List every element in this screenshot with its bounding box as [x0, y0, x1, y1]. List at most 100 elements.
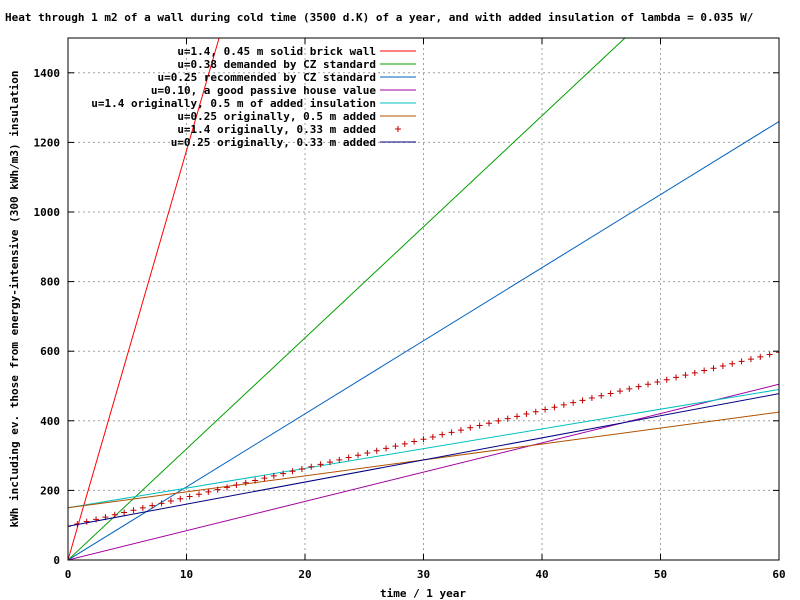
series-7-point — [645, 381, 652, 388]
y-tick-label: 1000 — [34, 206, 61, 219]
legend-label: u=1.4, 0.45 m solid brick wall — [177, 45, 376, 58]
y-tick-label: 400 — [40, 415, 60, 428]
series-7-point — [336, 456, 343, 463]
series-7-point — [326, 459, 333, 466]
legend-label: u=0.10, a good passive house value — [151, 84, 377, 97]
series-7-point — [270, 472, 277, 479]
series-5-line — [68, 388, 779, 509]
series-7-point — [345, 454, 352, 461]
series-1-line — [68, 38, 220, 560]
series-7-point — [747, 356, 754, 363]
series-7-point — [392, 443, 399, 450]
series-3-line — [68, 121, 779, 560]
legend-swatch — [395, 126, 401, 132]
x-tick-label: 20 — [298, 568, 311, 581]
series-7-point — [738, 358, 745, 365]
series-7-point — [364, 449, 371, 456]
y-axis-label: kWh including ev. those from energy-inte… — [8, 71, 21, 528]
plot-area — [68, 38, 779, 560]
series-7-point — [280, 470, 287, 477]
series-7-point — [83, 518, 90, 525]
series-7-point — [411, 438, 418, 445]
series-7-point — [523, 411, 530, 418]
series-7-point — [298, 466, 305, 473]
series-7-point — [560, 401, 567, 408]
x-tick-label: 60 — [772, 568, 785, 581]
legend-label: u=0.38 demanded by CZ standard — [177, 58, 376, 71]
series-7-point — [616, 388, 623, 395]
y-tick-label: 1400 — [34, 67, 61, 80]
y-tick-label: 800 — [40, 276, 60, 289]
x-axis-label: time / 1 year — [380, 587, 466, 600]
series-7-point — [757, 353, 764, 360]
x-tick-label: 0 — [65, 568, 72, 581]
series-2-line — [68, 38, 626, 560]
legend-label: u=1.4 originally, 0.5 m of added insulat… — [91, 97, 376, 110]
series-7-point — [429, 433, 436, 440]
series-7-point — [457, 427, 464, 434]
series-7-point — [121, 509, 128, 516]
legend-label: u=1.4 originally, 0.33 m added — [177, 123, 376, 136]
series-7-point — [383, 445, 390, 452]
x-tick-label: 30 — [417, 568, 430, 581]
y-tick-label: 1200 — [34, 136, 61, 149]
grid — [68, 38, 779, 560]
series-7-point — [598, 392, 605, 399]
series-7-point — [663, 376, 670, 383]
series-7-point — [504, 415, 511, 422]
series-7-point — [719, 362, 726, 369]
series-7-point — [139, 504, 146, 511]
series-8-line — [68, 393, 779, 527]
legend-label: u=0.25 originally, 0.33 m added — [171, 136, 376, 149]
series-7-point — [420, 436, 427, 443]
series-7-point — [195, 491, 202, 498]
series-7-point — [654, 379, 661, 386]
series-7-point — [710, 365, 717, 372]
series-7-point — [776, 349, 779, 356]
series-7-point — [673, 374, 680, 381]
series-7-point — [252, 477, 259, 484]
chart-title: Heat through 1 m2 of a wall during cold … — [5, 11, 754, 24]
y-tick-label: 0 — [53, 554, 60, 567]
series-7-point — [111, 511, 118, 518]
series-7-point — [242, 479, 249, 486]
series-7-point — [607, 390, 614, 397]
series-7-point — [205, 488, 212, 495]
series-7-point — [224, 484, 231, 491]
series-7-point — [308, 463, 315, 470]
series-7-point — [570, 399, 577, 406]
legend-label: u=0.25 originally, 0.5 m added — [177, 110, 376, 123]
legend-label: u=0.25 recommended by CZ standard — [157, 71, 376, 84]
series-7-point — [130, 507, 137, 514]
series-7-point — [233, 482, 240, 489]
y-tick-label: 200 — [40, 484, 60, 497]
series-4-line — [68, 383, 779, 560]
series-7-point — [579, 397, 586, 404]
series-7-point — [355, 452, 362, 459]
series-7-point — [186, 493, 193, 500]
series-7-point — [289, 468, 296, 475]
series-7-point — [158, 500, 165, 507]
series-7-point — [495, 417, 502, 424]
series-7-point — [467, 424, 474, 431]
series-7-point — [149, 502, 156, 509]
y-tick-label: 600 — [40, 345, 60, 358]
series-7-point — [588, 395, 595, 402]
x-tick-label: 40 — [535, 568, 548, 581]
series-7-point — [766, 351, 773, 358]
series-7-point — [476, 422, 483, 429]
series-7-point — [401, 440, 408, 447]
series-7-point — [261, 475, 268, 482]
series-7-point — [682, 372, 689, 379]
series-7-point — [214, 486, 221, 493]
series-7-point — [635, 383, 642, 390]
x-tick-label: 50 — [654, 568, 667, 581]
series-7-point — [551, 404, 558, 411]
series-7-point — [626, 385, 633, 392]
series-7-point — [514, 413, 521, 420]
series-7-point — [177, 495, 184, 502]
series-7-point — [701, 367, 708, 374]
